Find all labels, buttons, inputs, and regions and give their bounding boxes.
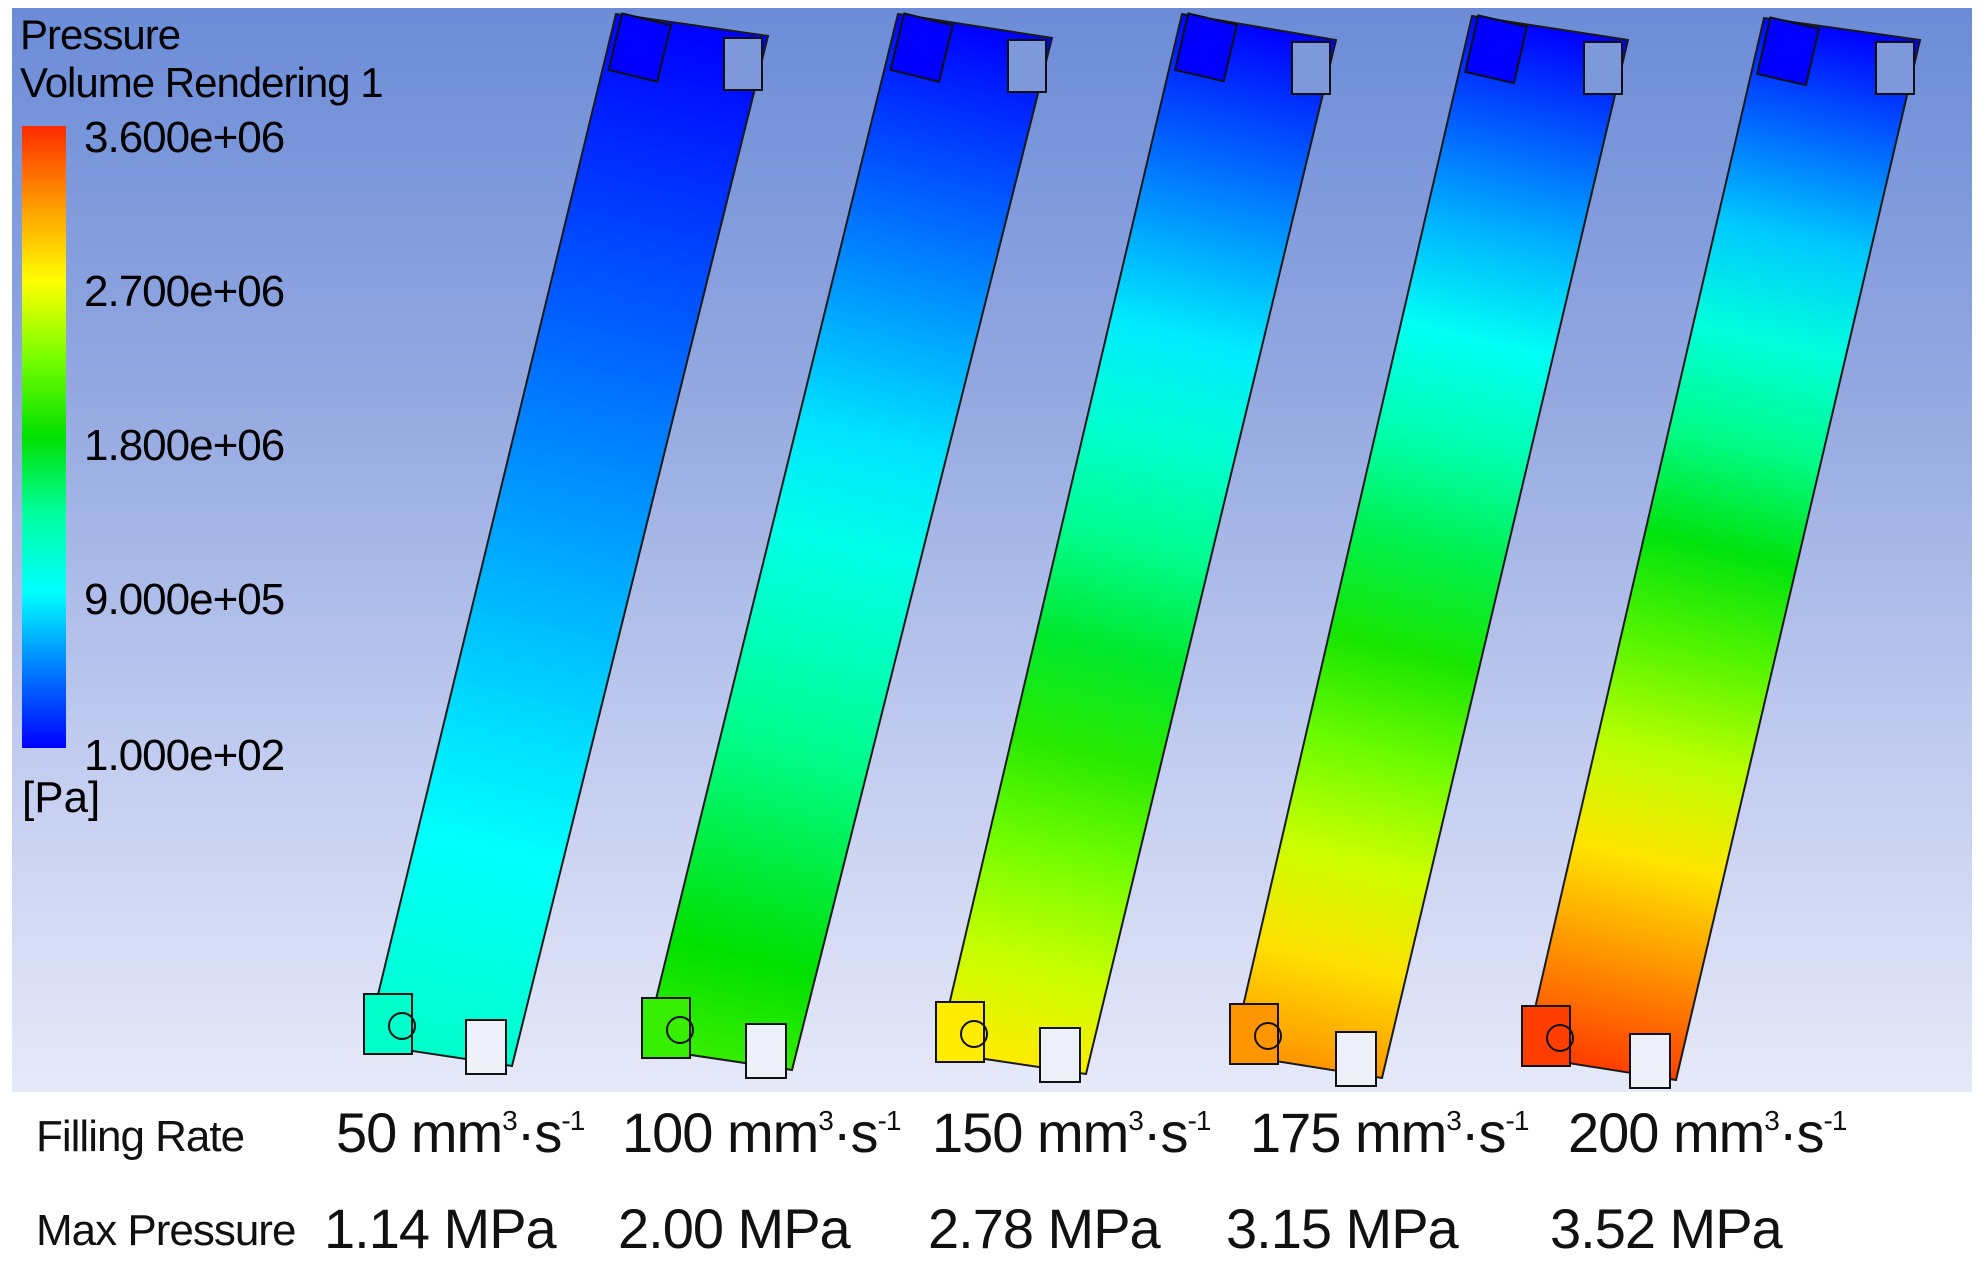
cavity-strip — [641, 12, 1054, 1079]
filling-rate-label: Filling Rate — [36, 1112, 245, 1161]
colorbar-tick: 9.000e+05 — [84, 575, 285, 624]
filling-rate-value: 175 mm3·s-1 — [1250, 1101, 1529, 1164]
filling-rate-value: 50 mm3·s-1 — [336, 1101, 585, 1164]
legend-title: Pressure — [20, 11, 181, 58]
max-pressure-value: 3.52 MPa — [1550, 1197, 1783, 1260]
max-pressure-value: 2.00 MPa — [618, 1197, 851, 1260]
cavity-strip — [1521, 16, 1922, 1089]
cavity-renderings — [363, 12, 1922, 1089]
colorbar-tick-max: 3.600e+06 — [84, 113, 285, 162]
pressure-colorbar — [22, 126, 66, 748]
colorbar-tick: 2.700e+06 — [84, 267, 285, 316]
cavity-strip — [363, 12, 770, 1075]
max-pressure-value: 3.15 MPa — [1226, 1197, 1459, 1260]
filling-rate-value: 100 mm3·s-1 — [622, 1101, 901, 1164]
max-pressure-value: 2.78 MPa — [928, 1197, 1161, 1260]
legend-subtitle: Volume Rendering 1 — [20, 59, 384, 106]
colorbar-tick: 1.800e+06 — [84, 421, 285, 470]
legend-unit: [Pa] — [22, 773, 101, 822]
filling-rate-value: 150 mm3·s-1 — [932, 1101, 1211, 1164]
cavity-strip — [935, 12, 1338, 1083]
max-pressure-label: Max Pressure — [36, 1206, 296, 1255]
cavity-strip — [1229, 14, 1630, 1087]
simulation-viewport: Pressure Volume Rendering 1 3.600e+06 2.… — [12, 8, 1972, 1092]
colorbar-tick-min: 1.000e+02 — [84, 731, 285, 780]
filling-rate-value: 200 mm3·s-1 — [1568, 1101, 1847, 1164]
max-pressure-value: 1.14 MPa — [324, 1197, 557, 1260]
